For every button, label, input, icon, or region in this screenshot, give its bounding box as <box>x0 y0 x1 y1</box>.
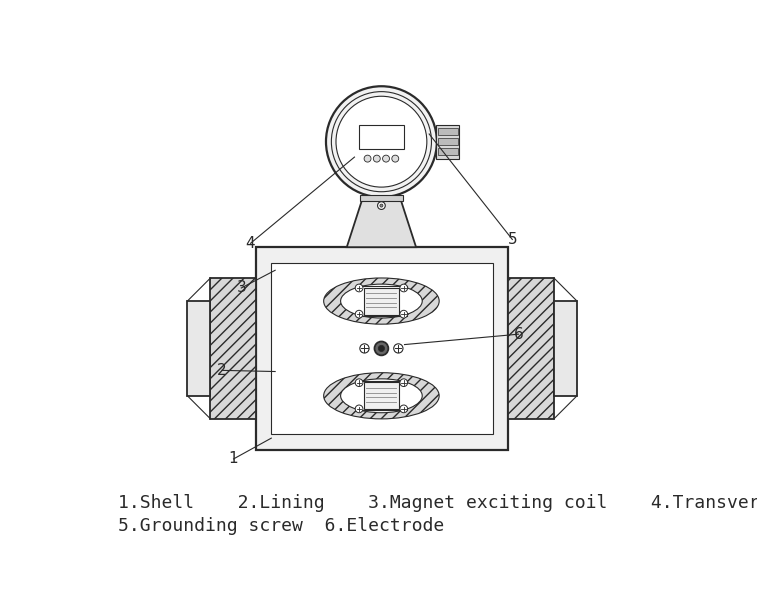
Bar <box>438 128 458 135</box>
Bar <box>438 148 458 155</box>
Text: 5: 5 <box>507 232 517 247</box>
Circle shape <box>355 405 363 413</box>
Polygon shape <box>360 195 403 201</box>
Circle shape <box>364 155 371 162</box>
Circle shape <box>400 379 407 387</box>
Circle shape <box>400 405 407 413</box>
Circle shape <box>400 284 407 292</box>
Circle shape <box>326 86 437 197</box>
Text: 3: 3 <box>236 280 246 296</box>
Circle shape <box>332 92 431 192</box>
Ellipse shape <box>324 373 439 419</box>
Ellipse shape <box>341 284 422 318</box>
Text: 4: 4 <box>246 236 255 251</box>
Ellipse shape <box>341 379 422 413</box>
Polygon shape <box>509 278 554 419</box>
Circle shape <box>375 341 388 355</box>
Text: 1: 1 <box>229 452 238 466</box>
Circle shape <box>360 344 369 353</box>
Circle shape <box>336 96 427 187</box>
Bar <box>436 124 459 158</box>
Circle shape <box>392 155 399 162</box>
Text: 6: 6 <box>513 326 523 342</box>
Circle shape <box>355 379 363 387</box>
Bar <box>554 301 577 395</box>
Polygon shape <box>210 278 256 419</box>
Circle shape <box>394 344 403 353</box>
Bar <box>438 138 458 145</box>
Bar <box>364 288 399 315</box>
Text: 5.Grounding screw  6.Electrode: 5.Grounding screw 6.Electrode <box>118 517 444 535</box>
Circle shape <box>400 310 407 318</box>
Text: 1.Shell    2.Lining    3.Magnet exciting coil    4.Transverter: 1.Shell 2.Lining 3.Magnet exciting coil … <box>118 493 757 511</box>
Bar <box>271 262 493 434</box>
Bar <box>188 301 210 395</box>
Bar <box>364 383 399 409</box>
Circle shape <box>382 155 390 162</box>
Bar <box>256 247 509 450</box>
Text: 2: 2 <box>217 363 227 378</box>
Circle shape <box>373 155 380 162</box>
Circle shape <box>355 284 363 292</box>
Circle shape <box>355 310 363 318</box>
Circle shape <box>378 201 385 209</box>
Circle shape <box>380 204 383 207</box>
Circle shape <box>378 346 385 352</box>
Polygon shape <box>347 195 416 247</box>
Bar <box>359 124 403 149</box>
Ellipse shape <box>324 278 439 324</box>
